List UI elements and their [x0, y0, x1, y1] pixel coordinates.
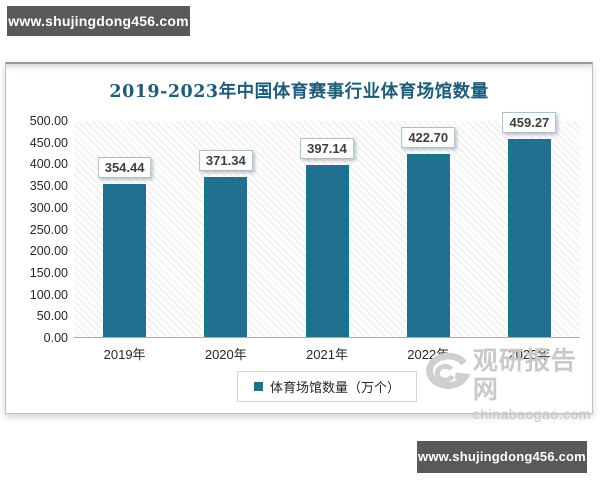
bar: [406, 154, 450, 337]
y-axis-tick-label: 50.00: [36, 309, 68, 324]
x-axis-category-label: 2022年: [407, 347, 450, 362]
plot-area: 354.44 2019年 371.34 2020年 397.14 2021年 422.70 2…: [74, 111, 580, 362]
legend: 体育场馆数量（万个）: [236, 371, 417, 402]
y-axis-tick-label: 300.00: [29, 200, 68, 215]
watermark-top-banner: www.shujingdong456.com: [7, 6, 190, 36]
bar-value-label: 422.70: [401, 127, 456, 149]
bar: [204, 176, 248, 337]
x-axis-category-label: 2019年: [103, 347, 146, 362]
legend-series-label: 体育场馆数量（万个）: [269, 380, 400, 395]
chart-panel: 2019-2023年中国体育赛事行业体育场馆数量 500.00 450.00 400…: [5, 62, 593, 414]
chart-title: 2019-2023年中国体育赛事行业体育场馆数量: [109, 82, 489, 102]
y-axis-tick-label: 450.00: [29, 135, 68, 150]
y-axis-tick-label: 150.00: [29, 265, 68, 280]
bar-value-label: 397.14: [300, 138, 354, 160]
watermark-top-text: www.shujingdong456.com: [8, 13, 189, 29]
y-axis-tick-label: 350.00: [29, 179, 68, 194]
watermark-bottom-text: www.shujingdong456.com: [418, 449, 586, 464]
x-axis-category-label: 2023年: [508, 347, 551, 362]
bar-group: 397.14 2021年: [276, 121, 377, 362]
bar-group: 459.27 2023年: [479, 111, 580, 362]
y-axis-tick-label: 500.00: [29, 114, 68, 128]
y-axis-tick-label: 250.00: [29, 222, 68, 237]
legend-square-icon: [253, 382, 263, 391]
bar-value-label: 459.27: [502, 111, 557, 133]
x-axis-category-label: 2021年: [306, 347, 348, 362]
y-axis-tick-label: 200.00: [29, 244, 68, 259]
bar-group: 422.70 2022年: [378, 121, 479, 362]
y-axis-tick-label: 100.00: [29, 287, 68, 302]
bar: [305, 165, 349, 337]
legend-row: 体育场馆数量（万个）: [74, 371, 580, 402]
y-axis: 500.00 450.00 400.00 350.00 300.00 250.00 200.…: [8, 114, 68, 345]
y-axis-tick-label: 0.00: [43, 331, 68, 345]
bar-value-label: 354.44: [97, 156, 152, 178]
watermark-bottom-banner: www.shujingdong456.com: [417, 441, 587, 473]
x-axis-category-label: 2020年: [204, 347, 247, 362]
bar: [103, 183, 147, 337]
y-axis-tick-label: 400.00: [29, 157, 68, 172]
bar-group: 354.44 2019年: [74, 121, 175, 362]
bar-group: 371.34 2020年: [175, 121, 276, 362]
bar: [507, 138, 551, 337]
bar-value-label: 371.34: [198, 149, 253, 171]
